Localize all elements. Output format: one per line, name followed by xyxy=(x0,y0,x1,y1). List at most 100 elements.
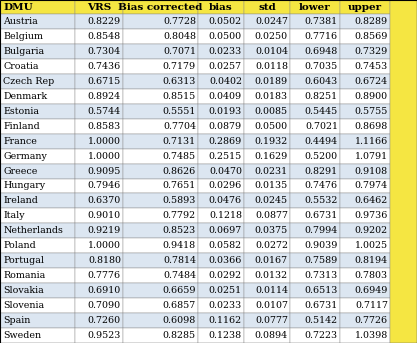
Bar xyxy=(290,0,340,14)
Text: 0.1218: 0.1218 xyxy=(209,211,242,221)
Text: 0.0894: 0.0894 xyxy=(255,331,288,340)
Text: 0.7728: 0.7728 xyxy=(163,17,196,26)
Bar xyxy=(75,193,123,209)
Text: 0.8194: 0.8194 xyxy=(355,256,388,265)
Bar xyxy=(198,178,244,193)
Text: 0.0582: 0.0582 xyxy=(209,241,242,250)
Bar xyxy=(75,268,123,283)
Text: 0.8626: 0.8626 xyxy=(163,166,196,176)
Text: 0.0183: 0.0183 xyxy=(255,92,288,101)
Bar xyxy=(244,178,290,193)
Text: 0.0251: 0.0251 xyxy=(209,286,242,295)
Bar xyxy=(75,164,123,178)
Bar xyxy=(0,89,75,104)
Bar xyxy=(290,164,340,178)
Text: 0.0257: 0.0257 xyxy=(209,62,242,71)
Bar xyxy=(290,14,340,29)
Bar xyxy=(75,178,123,193)
Bar xyxy=(244,149,290,164)
Text: 0.1629: 0.1629 xyxy=(255,152,288,161)
Bar xyxy=(0,104,75,119)
Text: Slovakia: Slovakia xyxy=(3,286,44,295)
Bar xyxy=(244,134,290,149)
Bar xyxy=(244,238,290,253)
Text: 0.8569: 0.8569 xyxy=(354,32,388,41)
Bar xyxy=(244,0,290,14)
Bar xyxy=(198,298,244,313)
Bar xyxy=(198,223,244,238)
Text: 0.6948: 0.6948 xyxy=(305,47,338,56)
Bar xyxy=(244,29,290,44)
Bar xyxy=(198,193,244,209)
Text: Spain: Spain xyxy=(3,316,31,325)
Text: 0.0247: 0.0247 xyxy=(255,17,288,26)
Text: 1.1166: 1.1166 xyxy=(355,137,388,146)
Bar xyxy=(123,0,198,14)
Text: 0.0104: 0.0104 xyxy=(255,47,288,56)
Bar xyxy=(340,298,390,313)
Text: 0.0118: 0.0118 xyxy=(255,62,288,71)
Bar xyxy=(340,29,390,44)
Text: std: std xyxy=(258,2,276,12)
Bar xyxy=(290,178,340,193)
Bar xyxy=(290,193,340,209)
Bar xyxy=(244,268,290,283)
Text: 0.7792: 0.7792 xyxy=(163,211,196,221)
Text: 0.0470: 0.0470 xyxy=(209,166,242,176)
Text: 0.6731: 0.6731 xyxy=(305,301,338,310)
Bar xyxy=(75,74,123,89)
Text: 0.0476: 0.0476 xyxy=(209,197,242,205)
Text: 0.7035: 0.7035 xyxy=(305,62,338,71)
Bar xyxy=(340,149,390,164)
Text: 0.7476: 0.7476 xyxy=(305,181,338,190)
Text: 0.0107: 0.0107 xyxy=(255,301,288,310)
Text: 0.7704: 0.7704 xyxy=(163,122,196,131)
Bar xyxy=(123,59,198,74)
Bar xyxy=(290,209,340,223)
Bar xyxy=(198,59,244,74)
Text: Slovenia: Slovenia xyxy=(3,301,45,310)
Text: 0.0375: 0.0375 xyxy=(255,226,288,235)
Bar xyxy=(290,104,340,119)
Text: DMU: DMU xyxy=(3,2,33,12)
Bar xyxy=(0,253,75,268)
Bar xyxy=(198,283,244,298)
Text: 0.0877: 0.0877 xyxy=(255,211,288,221)
Bar xyxy=(198,14,244,29)
Text: 0.0245: 0.0245 xyxy=(255,197,288,205)
Text: 0.0233: 0.0233 xyxy=(208,301,242,310)
Text: 0.7329: 0.7329 xyxy=(355,47,388,56)
Text: Ireland: Ireland xyxy=(3,197,38,205)
Bar xyxy=(123,134,198,149)
Text: 0.7803: 0.7803 xyxy=(355,271,388,280)
Bar xyxy=(340,44,390,59)
Text: bias: bias xyxy=(209,2,233,12)
Text: 0.0500: 0.0500 xyxy=(209,32,242,41)
Bar xyxy=(123,328,198,343)
Bar xyxy=(244,164,290,178)
Bar xyxy=(0,268,75,283)
Text: Germany: Germany xyxy=(3,152,47,161)
Bar xyxy=(123,238,198,253)
Bar xyxy=(290,134,340,149)
Bar xyxy=(290,44,340,59)
Bar xyxy=(340,164,390,178)
Bar xyxy=(290,313,340,328)
Bar xyxy=(290,29,340,44)
Text: 0.7179: 0.7179 xyxy=(163,62,196,71)
Bar xyxy=(340,193,390,209)
Text: 0.7117: 0.7117 xyxy=(355,301,388,310)
Text: VRS: VRS xyxy=(87,2,111,12)
Bar xyxy=(244,253,290,268)
Bar xyxy=(0,313,75,328)
Bar xyxy=(123,193,198,209)
Text: 0.0085: 0.0085 xyxy=(255,107,288,116)
Text: 0.9095: 0.9095 xyxy=(88,166,121,176)
Bar xyxy=(0,149,75,164)
Bar xyxy=(340,89,390,104)
Text: 0.6098: 0.6098 xyxy=(163,316,196,325)
Bar xyxy=(198,328,244,343)
Text: 0.7381: 0.7381 xyxy=(305,17,338,26)
Text: 0.9523: 0.9523 xyxy=(88,331,121,340)
Text: 0.8229: 0.8229 xyxy=(88,17,121,26)
